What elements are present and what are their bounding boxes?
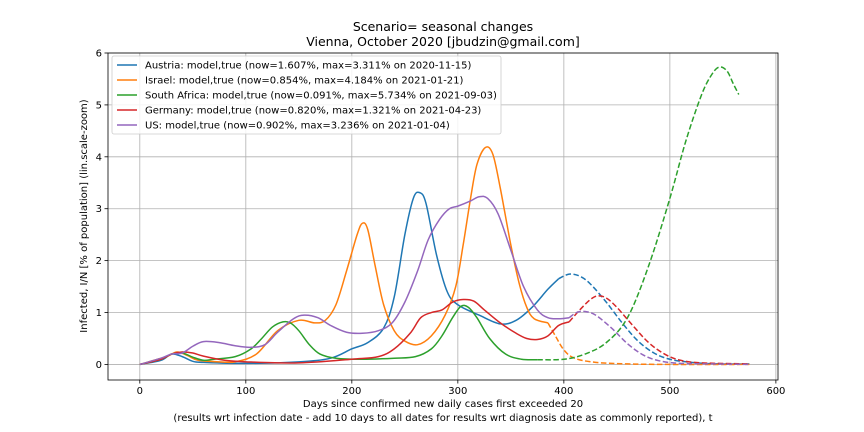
y-tick-label: 1 — [96, 308, 102, 319]
y-tick-label: 3 — [96, 204, 102, 215]
y-ticks: 0 1 2 3 4 5 6 — [96, 49, 108, 371]
y-tick-label: 6 — [96, 49, 102, 60]
x-ticks: 0 100 200 300 400 500 600 — [137, 380, 785, 397]
legend-label-germany: Germany: model,true (now=0.820%, max=1.3… — [145, 106, 481, 117]
series-line-austria-projection — [558, 273, 750, 365]
x-tick-label: 100 — [236, 386, 255, 397]
series-lines — [139, 66, 750, 366]
legend-box — [111, 55, 502, 135]
legend-label-austria: Austria: model,true (now=1.607%, max=3.3… — [145, 61, 472, 72]
series-line-south-africa-projection — [537, 66, 740, 361]
legend-label-israel: Israel: model,true (now=0.854%, max=4.18… — [145, 76, 464, 87]
series-line-israel-projection — [547, 322, 750, 366]
legend: Austria: model,true (now=1.607%, max=3.3… — [111, 55, 502, 135]
chart-title: Scenario= seasonal changes — [353, 19, 533, 34]
x-tick-label: 200 — [342, 386, 361, 397]
y-tick-label: 4 — [96, 152, 102, 163]
series-line-israel-model — [139, 146, 549, 366]
y-tick-label: 2 — [96, 256, 102, 267]
legend-label-us: US: model,true (now=0.902%, max=3.236% o… — [145, 121, 450, 132]
x-tick-label: 600 — [766, 386, 785, 397]
x-axis-label: Days since confirmed new daily cases fir… — [303, 399, 583, 410]
series-line-germany-projection — [568, 295, 750, 365]
x-tick-label: 300 — [448, 386, 467, 397]
y-tick-label: 0 — [96, 360, 102, 371]
legend-label-south-africa: South Africa: model,true (now=0.091%, ma… — [145, 91, 497, 102]
series-line-us-projection — [568, 310, 750, 366]
plot-area — [107, 52, 779, 381]
y-tick-label: 5 — [96, 100, 102, 111]
chart-subtitle: Vienna, October 2020 [jbudzin@gmail.com] — [306, 34, 580, 49]
series-line-germany-model — [139, 298, 570, 366]
series-line-austria-model — [139, 191, 560, 366]
x-axis-label-note: (results wrt infection date - add 10 day… — [173, 413, 712, 424]
x-tick-label: 0 — [137, 386, 143, 397]
x-tick-label: 500 — [660, 386, 679, 397]
series-line-south-africa-model — [139, 304, 538, 366]
y-axis-label: Infected, I/N [% of population] (lin.sca… — [79, 99, 90, 332]
series-line-us-model — [139, 195, 570, 366]
x-tick-label: 400 — [554, 386, 573, 397]
